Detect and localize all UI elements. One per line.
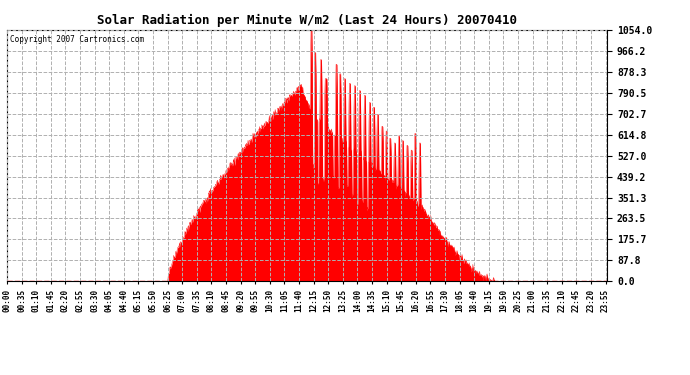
Text: Copyright 2007 Cartronics.com: Copyright 2007 Cartronics.com xyxy=(10,35,144,44)
Title: Solar Radiation per Minute W/m2 (Last 24 Hours) 20070410: Solar Radiation per Minute W/m2 (Last 24… xyxy=(97,14,517,27)
